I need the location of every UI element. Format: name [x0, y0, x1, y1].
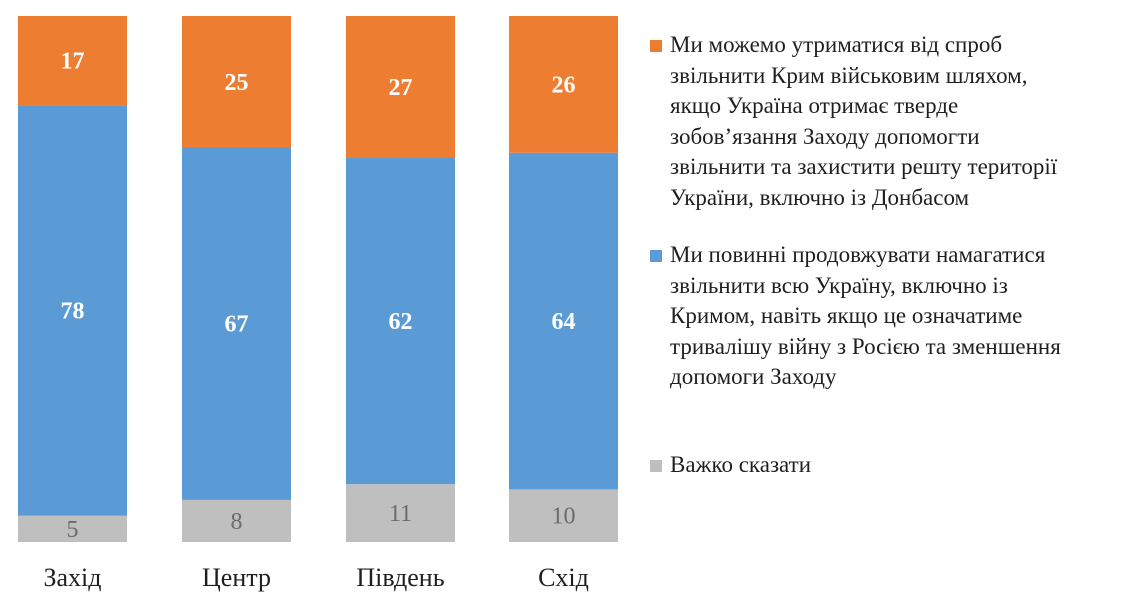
data-label-liberate-all-3: 62 — [389, 309, 413, 335]
legend-text-line: Кримом, навіть якщо це означатиме — [670, 303, 1023, 328]
legend-text-line: Ми повинні продовжувати намагатися — [670, 242, 1046, 267]
legend-swatch-gray — [650, 460, 662, 472]
bar-segment-refrain-crimea-2 — [182, 16, 291, 148]
bar-segment-refrain-crimea-4 — [509, 16, 618, 153]
legend-text-line: звільнити всю Україну, включно із — [670, 272, 1008, 298]
legend-text-line: тривалішу війну з Росією та зменшення — [670, 333, 1061, 359]
bar-segment-liberate-all-3 — [346, 158, 455, 485]
legend-text-line: України, включно із Донбасом — [670, 184, 970, 210]
stacked-bar-chart: 5 78 17 Захід 8 67 25 Центр 11 62 27 Південь 10 64 26 С… — [18, 16, 618, 592]
bar-segment-liberate-all-1 — [18, 105, 127, 516]
legend-text-line: зобов’язання Заходу допомогти — [670, 123, 980, 149]
bar-segment-hard-to-say-1 — [18, 515, 127, 542]
legend-swatch-blue — [650, 250, 662, 262]
x-tick-label-3: Південь — [356, 563, 444, 592]
bar-segment-liberate-all-4 — [509, 152, 618, 490]
bar-segment-hard-to-say-4 — [509, 489, 618, 542]
legend-text-line: Ми можемо утриматися від спроб — [670, 32, 1003, 57]
legend-text-line: звільнити Крим військовим шляхом, — [670, 62, 1028, 88]
bar-segment-liberate-all-2 — [182, 147, 291, 500]
data-label-liberate-all-4: 64 — [552, 309, 576, 335]
legend-item-hard-to-say: Важко сказати — [650, 450, 811, 481]
data-label-refrain-crimea-3: 27 — [389, 75, 413, 101]
data-label-hard-to-say-3: 11 — [389, 501, 412, 527]
data-label-refrain-crimea-2: 25 — [225, 70, 249, 96]
x-tick-label-2: Центр — [202, 563, 271, 592]
bar-segment-hard-to-say-2 — [182, 499, 291, 542]
legend-text-line: Важко сказати — [670, 452, 811, 477]
legend-item-liberate-all: Ми повинні продовжувати намагатися звіль… — [650, 240, 1061, 393]
legend-text-line: звільнити та захистити решту території — [670, 154, 1058, 179]
legend-item-refrain-crimea: Ми можемо утриматися від спроб звільнити… — [650, 30, 1057, 213]
legend-text-line: допомоги Заходу — [670, 364, 837, 389]
data-label-refrain-crimea-1: 17 — [61, 49, 85, 75]
data-label-hard-to-say-1: 5 — [67, 517, 79, 543]
data-label-refrain-crimea-4: 26 — [552, 72, 576, 98]
bar-segment-refrain-crimea-1 — [18, 16, 127, 106]
x-tick-label-4: Схід — [538, 563, 589, 592]
bar-segment-refrain-crimea-3 — [346, 16, 455, 159]
legend-swatch-orange — [650, 40, 662, 52]
data-label-liberate-all-1: 78 — [61, 299, 85, 325]
data-label-liberate-all-2: 67 — [225, 312, 249, 338]
bar-segment-hard-to-say-3 — [346, 484, 455, 542]
x-tick-label-1: Захід — [43, 563, 101, 592]
data-label-hard-to-say-2: 8 — [231, 509, 243, 535]
data-label-hard-to-say-4: 10 — [552, 504, 576, 530]
legend-text-line: якщо Україна отримає тверде — [670, 93, 959, 118]
